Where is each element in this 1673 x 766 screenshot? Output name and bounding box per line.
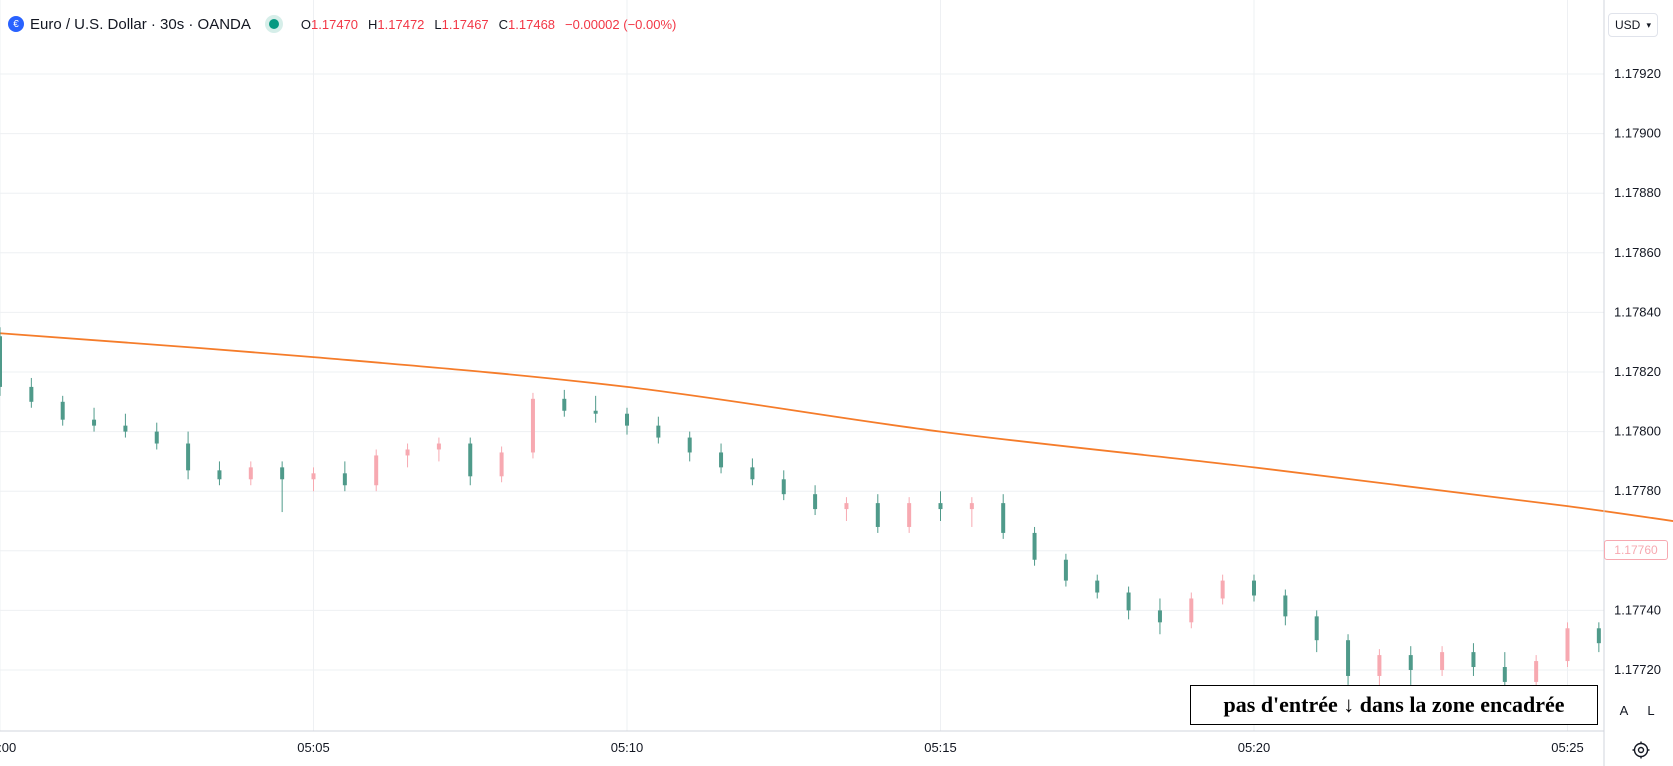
candle-body — [499, 452, 504, 477]
candle-body — [1440, 652, 1445, 670]
candle-body — [593, 410, 598, 414]
candle-body — [625, 413, 629, 426]
candle-body — [1314, 616, 1319, 641]
candle-body — [248, 467, 253, 480]
candle-body — [1471, 652, 1476, 668]
change-value: −0.00002 (−0.00%) — [565, 16, 677, 32]
y-tick-label: 1.17860 — [1614, 245, 1661, 260]
candle-body — [60, 401, 65, 420]
candle-body — [530, 398, 535, 453]
candle-body — [1252, 580, 1256, 596]
candle-body — [123, 425, 128, 432]
symbol-title[interactable]: Euro / U.S. Dollar · 30s · OANDA — [30, 15, 251, 33]
candle-body — [875, 503, 880, 527]
candles-layer — [0, 327, 1601, 706]
candle-body — [750, 467, 755, 480]
moving-average-line — [0, 332, 1673, 522]
candle-body — [1346, 640, 1351, 676]
candle-body — [719, 452, 724, 468]
candle-body — [1126, 592, 1131, 611]
grid-lines — [0, 0, 1604, 731]
x-tick-label: 05:15 — [924, 740, 957, 755]
y-tick-label: 1.17920 — [1614, 66, 1661, 81]
close-value: 1.17468 — [508, 16, 556, 32]
candle-body — [938, 503, 943, 510]
market-status-icon[interactable] — [268, 19, 279, 29]
candle-body — [342, 473, 347, 486]
candle-body — [562, 398, 567, 411]
candle-body — [1095, 580, 1100, 593]
candle-body — [92, 419, 97, 426]
y-tick-label: 1.17740 — [1614, 602, 1661, 617]
candle-body — [781, 479, 786, 495]
candle-body — [374, 455, 379, 486]
candle-body — [1408, 655, 1413, 670]
y-tick-label: 1.17900 — [1614, 126, 1661, 141]
gear-icon[interactable] — [1631, 740, 1651, 760]
moving-average-layer — [0, 332, 1673, 522]
candle-body — [186, 443, 191, 471]
candle-body — [1283, 595, 1288, 617]
candle-body — [1502, 667, 1507, 682]
low-label: L — [434, 16, 442, 32]
candle-body — [969, 503, 974, 510]
candle-body — [154, 431, 159, 444]
y-tick-label: 1.17880 — [1614, 185, 1661, 200]
candle-body — [217, 470, 222, 480]
high-label: H — [368, 16, 378, 32]
log-scale-button[interactable]: L — [1647, 702, 1655, 718]
candle-body — [1189, 598, 1194, 623]
symbol-legend: € Euro / U.S. Dollar · 30s · OANDA O1.17… — [8, 13, 676, 35]
candle-body — [1220, 580, 1225, 599]
candle-body — [0, 336, 2, 387]
open-label: O — [300, 16, 312, 32]
candle-body — [1565, 628, 1570, 662]
candle-body — [844, 503, 849, 510]
candle-body — [813, 494, 818, 510]
y-tick-label: 1.17820 — [1614, 364, 1661, 379]
time-axis[interactable]: 05:0005:0505:1005:1505:2005:2505:3005:35… — [0, 740, 1673, 755]
chevron-down-icon: ▾ — [1646, 19, 1651, 30]
x-tick-label: 05:10 — [611, 740, 644, 755]
open-value: 1.17470 — [311, 16, 359, 32]
candle-body — [29, 386, 34, 402]
x-tick-label: 05:00 — [0, 740, 16, 755]
candle-body — [1001, 503, 1006, 533]
price-axis[interactable]: 1.177201.177401.177601.177801.178001.178… — [1614, 66, 1661, 677]
currency-label: USD — [1615, 18, 1641, 32]
candle-body — [1157, 610, 1162, 623]
y-tick-label: 1.17720 — [1614, 662, 1661, 677]
high-value: 1.17472 — [377, 16, 425, 32]
annotation-note[interactable]: pas d'entrée ↓ dans la zone encadrée — [1190, 685, 1598, 725]
candle-body — [907, 503, 912, 527]
candle-body — [436, 443, 441, 450]
low-value: 1.17467 — [441, 16, 489, 32]
currency-flag-icon: € — [8, 16, 24, 32]
candle-body — [687, 437, 692, 453]
y-tick-label: 1.17840 — [1614, 304, 1661, 319]
ohlc-values: O1.17470 H1.17472 L1.17467 C1.17468 −0.0… — [301, 17, 676, 32]
x-tick-label: 05:20 — [1238, 740, 1271, 755]
candle-body — [468, 443, 473, 477]
auto-scale-button[interactable]: A — [1619, 702, 1629, 718]
x-tick-label: 05:05 — [297, 740, 330, 755]
candle-body — [1063, 559, 1068, 581]
candle-body — [1534, 661, 1539, 682]
last-price-tag: 1.17760 — [1604, 540, 1668, 560]
y-tick-label: 1.17780 — [1614, 483, 1661, 498]
currency-dropdown[interactable]: USD ▾ — [1608, 13, 1658, 37]
close-label: C — [498, 16, 509, 32]
x-tick-label: 05:25 — [1551, 740, 1584, 755]
candle-body — [1032, 532, 1037, 560]
candle-body — [311, 473, 316, 480]
candle-body — [405, 449, 410, 456]
candle-body — [656, 425, 661, 438]
candle-body — [1377, 655, 1382, 676]
candle-body — [1596, 628, 1601, 644]
y-tick-label: 1.17800 — [1614, 424, 1661, 439]
candle-body — [280, 467, 285, 480]
